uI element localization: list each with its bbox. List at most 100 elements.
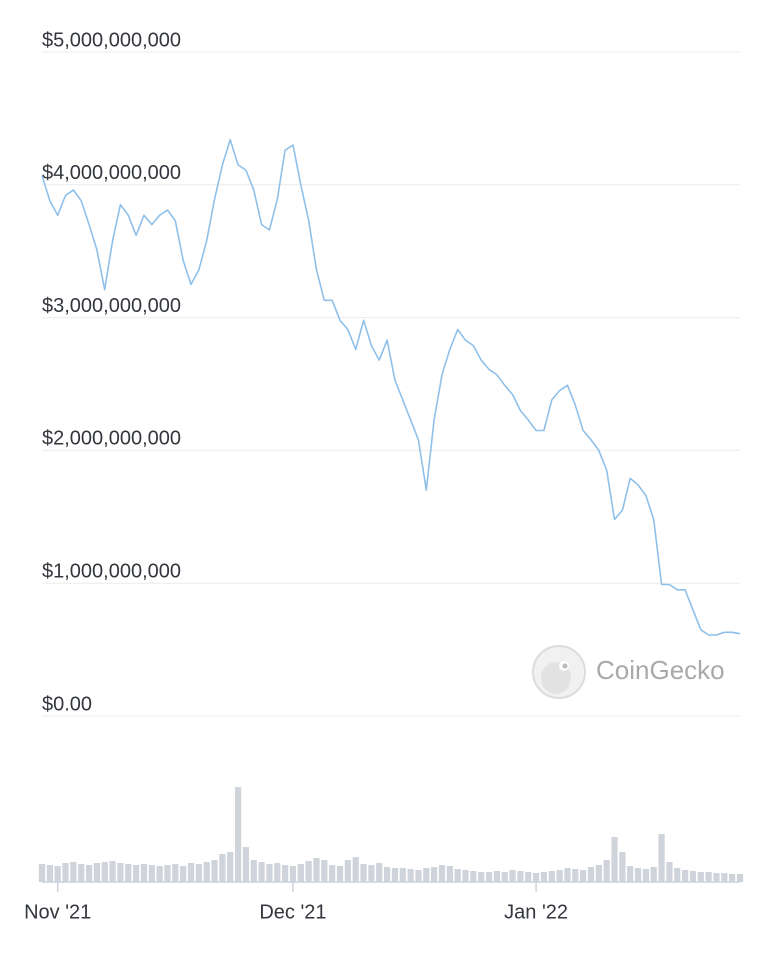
volume-bar: [399, 868, 406, 882]
volume-bar: [493, 871, 500, 882]
volume-bar: [485, 872, 493, 882]
volume-bar: [705, 872, 712, 882]
volume-bar: [509, 870, 516, 882]
volume-bar: [352, 857, 359, 882]
volume-bar: [391, 868, 399, 882]
volume-bar: [564, 868, 571, 882]
volume-bar: [478, 872, 485, 882]
volume-bar: [627, 866, 634, 882]
volume-bar: [360, 864, 367, 882]
volume-bar: [133, 865, 140, 882]
volume-bar: [195, 864, 202, 882]
y-tick-label: $5,000,000,000: [42, 29, 181, 51]
volume-bar: [297, 864, 304, 882]
volume-bar: [101, 862, 108, 882]
volume-bar: [658, 834, 665, 882]
volume-bar: [525, 872, 532, 882]
volume-bar: [517, 871, 524, 882]
volume-bar: [70, 862, 77, 882]
volume-bar: [713, 873, 720, 882]
volume-bar: [407, 869, 414, 882]
volume-bar: [415, 870, 422, 882]
volume-bar: [681, 870, 689, 882]
volume-bar: [125, 864, 132, 882]
volume-bar: [595, 865, 602, 882]
volume-bar: [180, 866, 187, 882]
volume-bar: [634, 868, 642, 882]
volume-bar: [423, 868, 430, 882]
volume-bar: [313, 858, 320, 882]
volume-bar: [721, 873, 728, 882]
y-tick-label: $4,000,000,000: [42, 162, 181, 184]
volume-bar: [603, 860, 610, 882]
x-tick-label: Dec '21: [259, 901, 326, 923]
volume-bar: [383, 867, 391, 882]
volume-bar: [46, 865, 53, 882]
volume-bar: [462, 870, 469, 882]
price-line: [41, 138, 741, 636]
volume-bar: [266, 864, 273, 882]
volume-bar: [336, 866, 344, 882]
volume-bar: [321, 860, 328, 882]
volume-bar: [219, 854, 226, 882]
volume-bar: [580, 870, 587, 882]
volume-bar: [376, 863, 383, 882]
volume-bar: [203, 862, 210, 882]
volume-bar: [187, 863, 195, 882]
volume-bar: [689, 871, 697, 882]
volume-bar: [556, 870, 563, 882]
volume-bar: [305, 861, 312, 882]
volume-bar: [446, 866, 453, 882]
volume-bar: [611, 837, 618, 882]
volume-bar: [282, 865, 289, 882]
y-tick-label: $3,000,000,000: [42, 295, 181, 317]
volume-bar: [234, 787, 242, 882]
volume-bar: [140, 864, 148, 882]
volume-bar: [62, 863, 69, 882]
volume-bar: [329, 865, 336, 882]
volume-bar: [211, 860, 218, 882]
volume-bar: [548, 871, 555, 882]
volume-bar: [674, 868, 681, 882]
volume-bar: [729, 874, 736, 882]
volume-bar: [344, 860, 351, 882]
volume-bar: [454, 869, 461, 882]
volume-bar: [532, 873, 540, 882]
volume-bar: [164, 865, 171, 882]
volume-bar: [258, 862, 265, 882]
volume-bar: [78, 864, 85, 882]
volume-bar: [227, 852, 234, 882]
volume-bar: [470, 871, 477, 882]
watermark: CoinGecko: [596, 655, 725, 685]
volume-bar: [156, 866, 163, 882]
watermark-logo: [532, 645, 586, 699]
y-tick-label: $2,000,000,000: [42, 428, 181, 450]
volume-bar: [242, 847, 250, 882]
volume-bar: [438, 865, 446, 882]
volume-bar: [666, 862, 673, 882]
volume-bar: [274, 863, 281, 882]
volume-bar: [540, 872, 548, 882]
volume-bar: [85, 865, 93, 882]
volume-bar: [501, 872, 508, 882]
volume-bar: [587, 867, 595, 882]
volume-bar: [642, 869, 649, 882]
volume-bar: [54, 866, 61, 882]
volume-bar: [38, 864, 46, 882]
y-tick-label: $0.00: [42, 693, 92, 715]
volume-bar: [289, 866, 297, 882]
volume-bar: [572, 869, 579, 882]
volume-bar: [93, 863, 101, 882]
volume-bar: [250, 860, 257, 882]
volume-bar: [368, 865, 375, 882]
volume-bar: [148, 865, 155, 882]
volume-bar: [431, 867, 438, 882]
volume-bar: [172, 864, 179, 882]
x-tick-label: Jan '22: [504, 901, 568, 923]
volume-bar: [650, 867, 657, 882]
volume-bar: [117, 863, 124, 882]
volume-bar: [736, 874, 744, 882]
volume-bar: [109, 861, 116, 882]
y-tick-label: $1,000,000,000: [42, 560, 181, 582]
